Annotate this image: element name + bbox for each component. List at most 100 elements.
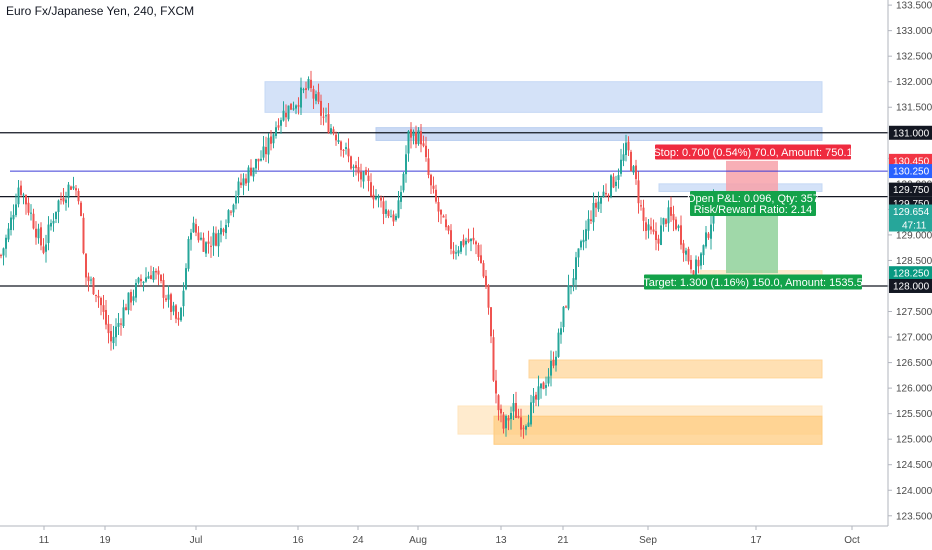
price-tick-label: 127.000	[896, 333, 932, 344]
time-tick-label: Sep	[639, 535, 657, 546]
candle-body	[85, 253, 87, 278]
candle-body	[200, 237, 202, 240]
candle-body	[265, 146, 267, 155]
price-tick-label: 131.500	[896, 103, 932, 114]
target-label-bg	[644, 274, 862, 290]
candle-body	[240, 182, 242, 186]
candle-body	[592, 202, 595, 223]
candle-body	[517, 416, 520, 418]
candle-body	[157, 270, 160, 275]
candle-body	[652, 229, 655, 232]
candle-body	[375, 196, 377, 200]
candle-body	[230, 211, 232, 213]
candle-body	[317, 92, 320, 102]
candle-body	[485, 275, 487, 287]
pnl-label-line1: Open P&L: 0.096, Qty: 357	[687, 193, 819, 205]
candle-body	[562, 306, 565, 328]
candle-body	[462, 239, 465, 246]
candle-body	[297, 105, 300, 107]
candle-body	[542, 382, 545, 390]
candle-body	[207, 241, 210, 244]
time-tick-label: 17	[750, 535, 762, 546]
candle-body	[107, 323, 110, 334]
price-tick-label: 126.000	[896, 384, 932, 395]
candle-body	[495, 380, 497, 394]
candle-body	[80, 202, 82, 217]
candle-body	[497, 395, 500, 411]
candle-body	[25, 195, 27, 205]
candle-body	[465, 240, 467, 245]
candle-body	[305, 88, 307, 91]
candle-body	[535, 394, 537, 400]
candle-body	[12, 214, 15, 220]
candle-body	[315, 94, 317, 101]
candle-body	[210, 245, 212, 247]
price-badge-bg	[889, 164, 932, 179]
price-badge-label: 130.250	[893, 167, 930, 178]
time-tick-label: 19	[99, 535, 111, 546]
price-tick-label: 129.000	[896, 230, 932, 241]
candle-body	[352, 166, 355, 169]
candle-body	[697, 259, 700, 267]
candle-body	[555, 356, 557, 366]
pnl-label-bg	[690, 191, 816, 216]
candle-body	[365, 169, 367, 175]
candle-body	[190, 232, 192, 240]
candle-body	[130, 291, 132, 303]
candle-body	[622, 154, 625, 161]
candle-body	[255, 159, 257, 169]
candle-body	[320, 100, 322, 116]
candle-body	[662, 218, 665, 225]
candle-body	[657, 238, 660, 244]
candle-body	[587, 218, 590, 231]
candle-body	[277, 125, 280, 128]
candle-body	[607, 194, 610, 196]
candle-body	[285, 112, 287, 118]
chart-title: Euro Fx/Japanese Yen, 240, FXCM	[6, 4, 195, 18]
candle-body	[690, 259, 692, 270]
candle-body	[397, 200, 400, 218]
stop-label-bg	[655, 144, 851, 160]
price-badge-label: 130.450	[893, 156, 930, 167]
price-tick-label: 133.500	[896, 1, 932, 12]
candle-body	[102, 305, 105, 312]
candle-body	[677, 225, 680, 228]
target-label: Target: 1.300 (1.16%) 150.0, Amount: 153…	[643, 274, 863, 290]
candle-body	[185, 268, 187, 290]
candle-body	[687, 248, 690, 262]
candle-body	[247, 167, 250, 183]
candle-body	[392, 214, 395, 222]
candle-body	[600, 197, 602, 204]
candle-body	[205, 242, 207, 254]
candle-body	[577, 248, 580, 258]
candle-body	[377, 195, 380, 199]
candle-body	[20, 185, 22, 195]
candle-body	[560, 328, 562, 335]
candle-body	[362, 171, 365, 182]
candle-body	[585, 229, 587, 241]
candle-body	[170, 294, 172, 312]
candle-body	[547, 376, 550, 384]
candle-body	[530, 402, 532, 425]
candle-body	[7, 228, 10, 240]
candle-body	[475, 241, 477, 245]
candle-body	[640, 205, 642, 207]
candle-body	[150, 275, 152, 280]
target-label-text: Target: 1.300 (1.16%) 150.0, Amount: 153…	[643, 277, 863, 289]
time-tick-label: 11	[39, 535, 50, 546]
price-badge-label: 128.000	[893, 281, 930, 292]
candle-body	[667, 207, 670, 224]
levels-layer	[0, 132, 888, 287]
candle-body	[310, 79, 312, 89]
candle-body	[105, 309, 107, 325]
candle-body	[97, 295, 100, 298]
candle-body	[420, 131, 422, 145]
price-tick-label: 127.500	[896, 307, 932, 318]
candle-body	[552, 359, 555, 366]
candle-body	[672, 214, 675, 221]
candle-body	[167, 294, 170, 300]
candle-body	[360, 171, 362, 180]
